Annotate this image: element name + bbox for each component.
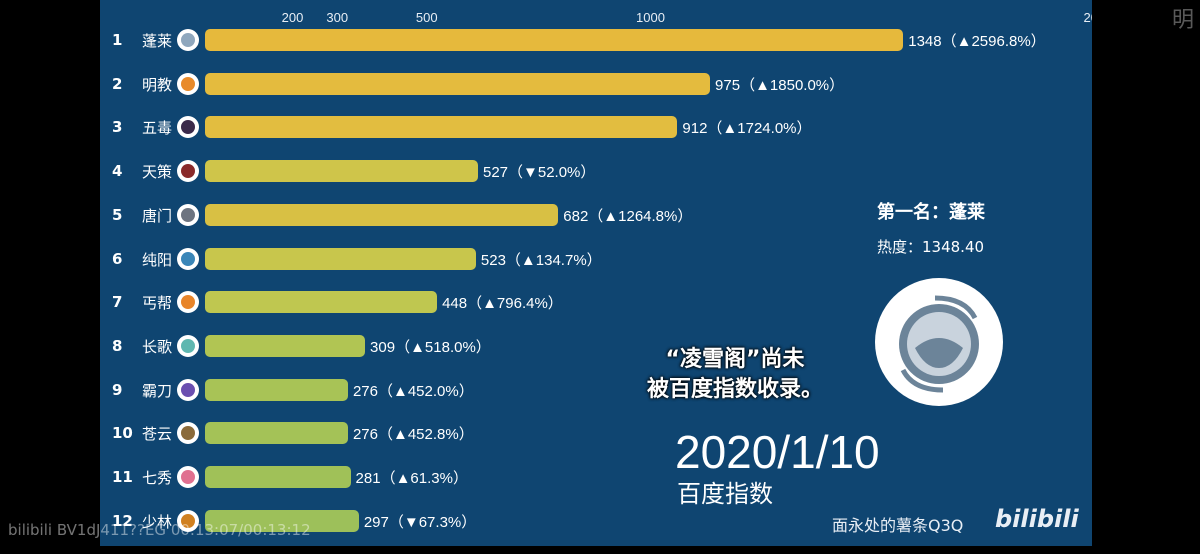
bar-row: 11 七秀 281（▲61.3%） <box>100 456 1092 500</box>
category-label: 天策 <box>142 163 173 182</box>
note-line-1: “凌雪阁”尚未 <box>665 347 805 372</box>
bar <box>205 291 438 314</box>
school-emblem-icon <box>177 334 199 357</box>
school-emblem-icon <box>177 29 199 51</box>
bar-row: 8 长歌 309（▲518.0%） <box>100 325 1092 369</box>
rank-label: 2 <box>112 74 123 93</box>
rank-label: 5 <box>112 205 123 224</box>
category-label: 纯阳 <box>142 250 173 269</box>
bar <box>205 116 678 139</box>
value-label: 297（▼67.3%） <box>363 513 477 531</box>
rank-label: 1 <box>112 31 123 49</box>
bar-row: 4 天策 527（▼52.0%） <box>100 150 1092 194</box>
bar <box>205 466 351 488</box>
bar-row: 6 纯阳 523（▲134.7%） <box>100 238 1092 282</box>
video-watermark: bilibili BV1dJ411??EG 00:13:07/00:13:12 <box>8 521 311 539</box>
bar-row: 12 少林 297（▼67.3%） <box>100 500 1092 544</box>
value-label: 448（▲796.4%） <box>442 295 563 313</box>
bar <box>205 29 904 51</box>
x-tick-label: 200 <box>281 10 304 25</box>
uploader-credit: 面永处的薯条Q3Q <box>832 516 964 535</box>
bar-row: 2 明教 975（▲1850.0%） <box>100 63 1092 107</box>
category-label: 少林 <box>142 512 173 531</box>
bar-row: 1 蓬莱 1348（▲2596.8%） <box>100 19 1092 63</box>
bar-row: 7 丐帮 448（▲796.4%） <box>100 281 1092 325</box>
value-label: 527（▼52.0%） <box>482 164 596 182</box>
rank-label: 3 <box>112 118 123 137</box>
school-emblem-icon <box>177 116 199 139</box>
x-tick-label: 2000 <box>1083 10 1092 25</box>
school-emblem-icon <box>177 422 199 445</box>
school-emblem-icon <box>177 247 199 270</box>
bar <box>205 160 478 183</box>
bar-row: 3 五毒 912（▲1724.0%） <box>100 106 1092 150</box>
category-label: 七秀 <box>142 469 173 487</box>
rank-label: 12 <box>112 511 133 530</box>
category-label: 五毒 <box>142 119 173 138</box>
bar <box>205 334 366 357</box>
value-label: 975（▲1850.0%） <box>715 76 845 94</box>
bar <box>205 72 711 95</box>
bar <box>205 509 359 532</box>
value-label: 281（▲61.3%） <box>355 470 468 487</box>
bar <box>205 247 476 270</box>
leader-logo-icon <box>875 278 1003 406</box>
category-label: 霸刀 <box>142 381 173 400</box>
school-emblem-icon <box>177 466 199 488</box>
date-label: 2020/1/10 <box>675 426 880 478</box>
rank-label: 6 <box>112 249 123 268</box>
caption-note: “凌雪阁”尚未 被百度指数收录。 <box>620 345 850 405</box>
rank-label: 11 <box>112 468 133 486</box>
rank-label: 8 <box>112 336 123 355</box>
school-emblem-icon <box>177 72 199 95</box>
value-label: 912（▲1724.0%） <box>682 120 812 138</box>
category-label: 丐帮 <box>142 294 173 313</box>
value-label: 523（▲134.7%） <box>480 251 602 269</box>
school-emblem-icon <box>177 203 199 226</box>
rank-label: 4 <box>112 162 123 181</box>
leader-label: 第一名：蓬莱 <box>877 202 985 223</box>
category-label: 苍云 <box>142 425 173 444</box>
x-tick-label: 300 <box>326 10 349 25</box>
category-label: 明教 <box>142 75 173 94</box>
bilibili-logo: bilibili <box>995 505 1079 533</box>
note-line-2: 被百度指数收录。 <box>646 377 823 402</box>
bar-row: 9 霸刀 276（▲452.0%） <box>100 369 1092 413</box>
category-label: 唐门 <box>142 206 173 225</box>
school-emblem-icon <box>177 160 199 183</box>
corner-text: 明 <box>1172 8 1195 33</box>
category-label: 蓬莱 <box>142 32 173 50</box>
bar-row: 10 苍云 276（▲452.8%） <box>100 412 1092 456</box>
x-tick-label: 1000 <box>636 10 665 25</box>
bar <box>205 378 348 401</box>
bar <box>205 203 559 226</box>
value-label: 276（▲452.8%） <box>352 426 474 444</box>
video-frame: 20030050010002000 1 蓬莱 1348（▲2596.8%）2 明… <box>100 0 1092 546</box>
index-subtitle: 百度指数 <box>677 480 773 508</box>
leader-heat: 热度：1348.40 <box>877 238 985 256</box>
value-label: 276（▲452.0%） <box>352 382 474 400</box>
rank-label: 9 <box>112 380 123 399</box>
category-label: 长歌 <box>142 337 173 356</box>
value-label: 309（▲518.0%） <box>370 338 491 356</box>
x-tick-label: 500 <box>415 10 438 25</box>
school-emblem-icon <box>177 378 199 401</box>
bar-row: 5 唐门 682（▲1264.8%） <box>100 194 1092 238</box>
bar <box>205 422 348 445</box>
rank-label: 7 <box>112 293 123 312</box>
school-emblem-icon <box>177 509 199 532</box>
value-label: 1348（▲2596.8%） <box>908 33 1046 50</box>
school-emblem-icon <box>177 291 199 314</box>
rank-label: 10 <box>112 424 133 443</box>
value-label: 682（▲1264.8%） <box>563 207 693 225</box>
